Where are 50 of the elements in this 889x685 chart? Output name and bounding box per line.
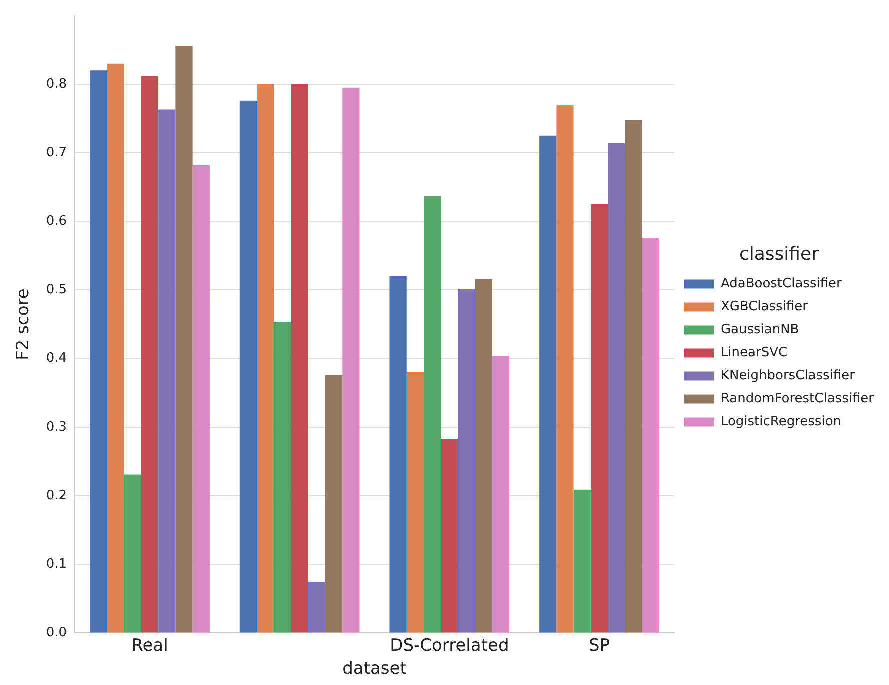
bar (274, 322, 292, 633)
bar (107, 64, 124, 633)
y-tick-label: 0.1 (46, 556, 68, 572)
x-tick-label: DS-Correlated (390, 636, 510, 656)
bar (342, 88, 360, 633)
y-tick-label: 0.6 (46, 214, 68, 229)
y-tick-label: 0.5 (46, 282, 68, 298)
bar (590, 204, 608, 633)
bar (90, 70, 108, 633)
legend-label: GaussianNB (720, 322, 800, 338)
y-tick-label: 0.2 (46, 488, 68, 504)
legend-label: KNeighborsClassifier (720, 368, 856, 384)
bar (424, 196, 442, 633)
bar (326, 375, 343, 633)
x-tick-label: SP (588, 636, 610, 656)
bar (291, 84, 308, 633)
bar (642, 238, 660, 633)
bar (492, 356, 510, 633)
bar (625, 120, 642, 633)
x-tick-label: Real (132, 636, 168, 656)
bar (574, 490, 591, 633)
x-axis-title: dataset (342, 659, 408, 680)
y-tick-label: 0.4 (46, 351, 68, 366)
legend-label: XGBClassifier (720, 300, 809, 315)
legend-label: LogisticRegression (720, 414, 842, 430)
bar (176, 46, 193, 633)
bar (390, 276, 407, 633)
bar (308, 582, 326, 633)
bar (192, 165, 210, 633)
legend-label: LinearSVC (720, 346, 788, 361)
y-axis-title: F2 score (14, 288, 34, 360)
bar (257, 84, 274, 633)
bar (240, 100, 258, 633)
bar (458, 290, 476, 633)
bar (158, 110, 176, 633)
legend-title: classifier (739, 244, 820, 265)
y-tick-label: 0.7 (46, 145, 68, 160)
bar (556, 104, 574, 633)
bar (475, 279, 492, 633)
bar (141, 76, 159, 633)
y-tick-label: 0.0 (46, 626, 68, 641)
y-tick-label: 0.3 (46, 420, 68, 435)
bar (124, 474, 142, 633)
bar (441, 439, 458, 633)
bar (540, 136, 557, 633)
legend-label: AdaBoostClassifier (720, 276, 843, 292)
y-tick-label: 0.8 (46, 76, 68, 92)
legend-label: RandomForestClassifier (720, 392, 875, 407)
bar (406, 372, 424, 633)
bar (608, 143, 626, 633)
